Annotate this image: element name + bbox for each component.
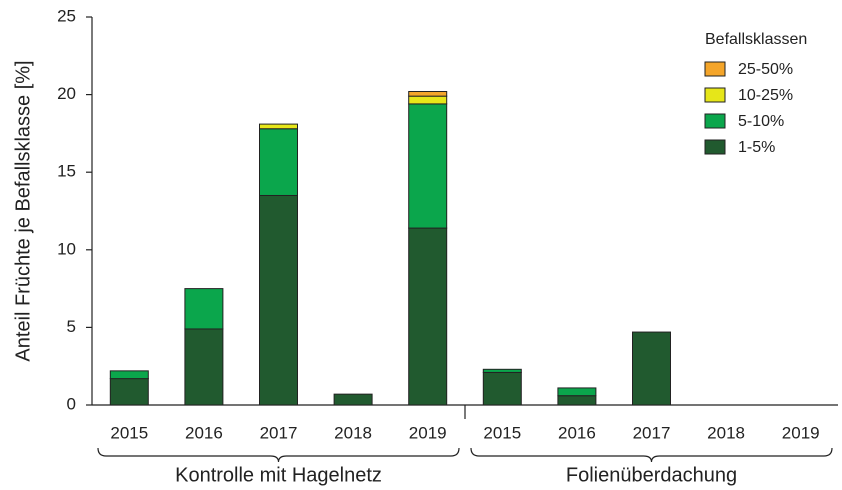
bar-segment bbox=[333, 393, 373, 406]
bar-segment bbox=[259, 194, 298, 406]
bar-segment bbox=[184, 288, 224, 330]
legend-title: Befallsklassen bbox=[705, 31, 807, 48]
bar-segment bbox=[408, 103, 448, 229]
x-tick-label: 2016 bbox=[558, 423, 596, 442]
group-bracket bbox=[470, 447, 833, 463]
bar-segment bbox=[482, 371, 522, 406]
bar-segment bbox=[482, 368, 522, 373]
y-tick-label: 5 bbox=[67, 317, 76, 336]
bar-segment bbox=[632, 331, 671, 406]
legend-label: 1-5% bbox=[738, 139, 775, 156]
legend-label: 5-10% bbox=[738, 113, 784, 130]
bar-segment bbox=[109, 370, 149, 380]
x-tick-label: 2017 bbox=[633, 423, 671, 442]
bar-segment bbox=[557, 387, 597, 397]
bar-segment bbox=[109, 378, 149, 406]
y-tick-label: 0 bbox=[67, 394, 76, 413]
legend-swatch bbox=[704, 139, 726, 155]
bar-segment bbox=[408, 227, 448, 406]
legend-swatch bbox=[704, 87, 726, 103]
y-tick-label: 15 bbox=[57, 162, 76, 181]
bar-segment bbox=[408, 90, 448, 97]
bar-segment bbox=[259, 128, 298, 196]
x-tick-label: 2019 bbox=[409, 423, 447, 442]
legend-label: 10-25% bbox=[738, 87, 793, 104]
group-label: Folienüberdachung bbox=[566, 464, 737, 486]
x-tick-label: 2018 bbox=[707, 423, 745, 442]
x-tick-label: 2018 bbox=[334, 423, 372, 442]
x-tick-label: 2019 bbox=[782, 423, 820, 442]
legend-label: 25-50% bbox=[738, 61, 793, 78]
bar-segment bbox=[557, 395, 597, 406]
x-tick-label: 2015 bbox=[110, 423, 148, 442]
bar-segment bbox=[408, 95, 448, 105]
group-label: Kontrolle mit Hagelnetz bbox=[175, 464, 382, 486]
legend-swatch bbox=[704, 113, 726, 129]
x-tick-label: 2017 bbox=[260, 423, 298, 442]
y-tick-label: 10 bbox=[57, 239, 76, 258]
y-tick-label: 25 bbox=[57, 6, 76, 25]
bar-segment bbox=[184, 328, 224, 406]
bar-segment bbox=[259, 123, 298, 130]
legend-swatch bbox=[704, 61, 726, 77]
x-tick-label: 2016 bbox=[185, 423, 223, 442]
y-tick-label: 20 bbox=[57, 84, 76, 103]
x-tick-label: 2015 bbox=[483, 423, 521, 442]
y-axis-label: Anteil Früchte je Befallsklasse [%] bbox=[12, 60, 34, 361]
group-bracket bbox=[97, 447, 460, 463]
